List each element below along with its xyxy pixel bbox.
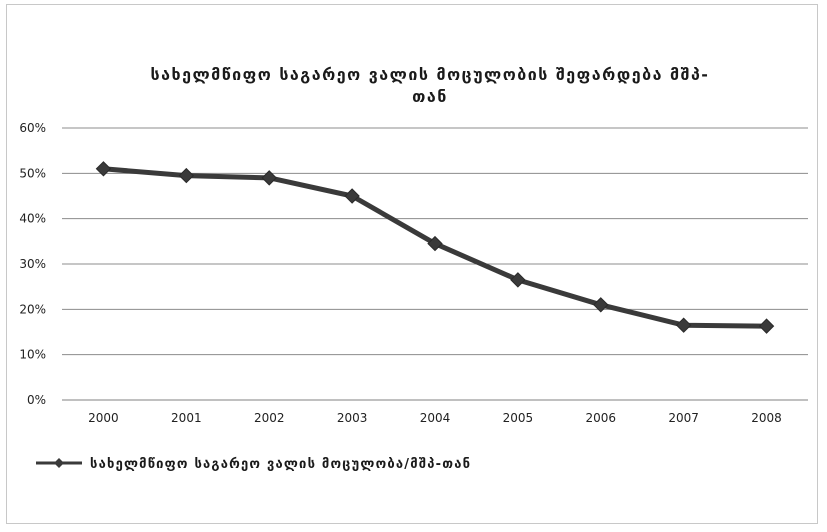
y-tick-label: 20% <box>19 302 46 316</box>
y-tick-label: 50% <box>19 166 46 180</box>
data-point <box>95 161 112 177</box>
y-tick-label: 60% <box>19 121 46 135</box>
series-group <box>95 161 775 334</box>
x-tick-label: 2001 <box>171 411 202 425</box>
x-tick-label: 2007 <box>668 411 699 425</box>
x-tick-label: 2000 <box>88 411 119 425</box>
y-tick-label: 30% <box>19 257 46 271</box>
x-axis: 2000 2001 2002 2003 2004 2005 2006 2007 2008 <box>88 411 782 425</box>
legend-marker <box>54 458 64 468</box>
y-tick-label: 10% <box>19 348 46 362</box>
y-axis: 0% 10% 20% 30% 40% 50% 60% <box>19 121 46 407</box>
data-point <box>178 167 195 184</box>
data-point <box>261 170 277 186</box>
data-point <box>344 188 360 204</box>
x-tick-label: 2003 <box>337 411 368 425</box>
y-tick-label: 40% <box>19 212 46 226</box>
chart-title-line-2: თან <box>412 87 448 106</box>
x-tick-label: 2008 <box>751 411 782 425</box>
x-tick-label: 2005 <box>503 411 534 425</box>
y-tick-label: 0% <box>27 393 46 407</box>
data-point <box>510 272 526 288</box>
x-tick-label: 2006 <box>586 411 617 425</box>
legend: სახელმწიფო საგარეო ვალის მოცულობა/მშპ-თა… <box>36 457 471 472</box>
chart-title-line-1: სახელმწიფო საგარეო ვალის მოცულობის შეფარ… <box>150 65 710 84</box>
chart-title: სახელმწიფო საგარეო ვალის მოცულობის შეფარ… <box>60 64 800 108</box>
gridlines <box>62 127 808 401</box>
legend-label: სახელმწიფო საგარეო ვალის მოცულობა/მშპ-თა… <box>90 457 471 472</box>
data-point <box>758 318 775 334</box>
data-point <box>427 235 443 252</box>
x-tick-label: 2002 <box>254 411 285 425</box>
x-tick-label: 2004 <box>420 411 451 425</box>
data-point <box>593 297 609 313</box>
data-point <box>675 317 692 333</box>
